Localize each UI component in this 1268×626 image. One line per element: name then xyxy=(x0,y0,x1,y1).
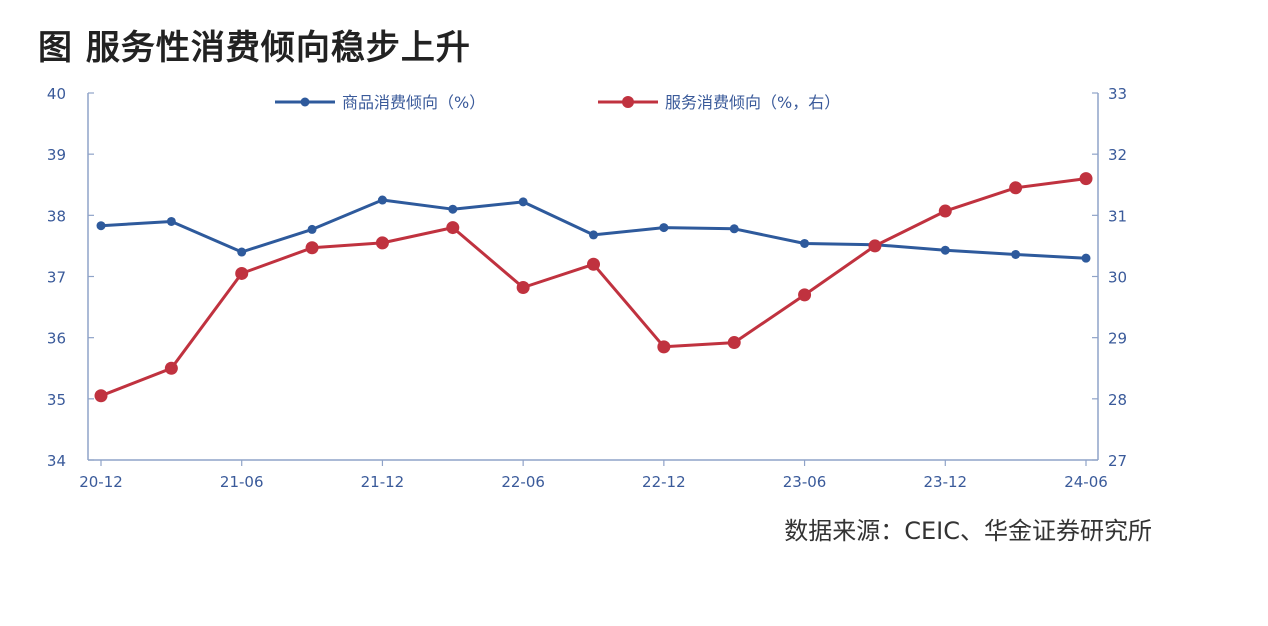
right-y-tick-label: 28 xyxy=(1108,391,1127,409)
data-point-services xyxy=(868,239,882,253)
right-y-tick-label: 27 xyxy=(1108,452,1127,470)
data-point-goods xyxy=(589,230,598,240)
series-line-goods xyxy=(100,198,1087,260)
data-point-goods xyxy=(729,224,739,234)
data-point-goods xyxy=(659,223,669,233)
left-y-tick-label: 36 xyxy=(47,330,66,348)
x-tick-label: 21-12 xyxy=(361,473,405,491)
legend-marker-services xyxy=(622,96,634,108)
data-point-goods xyxy=(166,216,176,226)
data-point-services xyxy=(164,361,178,375)
data-point-services xyxy=(587,257,600,271)
data-point-services xyxy=(235,266,249,280)
data-point-goods xyxy=(377,195,387,205)
data-point-services xyxy=(1079,172,1093,186)
legend-marker-goods xyxy=(300,97,310,107)
data-point-goods xyxy=(1081,253,1091,263)
data-point-services xyxy=(94,389,108,403)
data-point-goods xyxy=(1011,249,1021,259)
left-y-tick-label: 35 xyxy=(47,391,66,409)
data-point-services xyxy=(375,236,389,250)
data-point-services xyxy=(305,241,319,255)
left-y-tick-label: 37 xyxy=(47,269,66,287)
data-point-goods xyxy=(940,245,950,255)
x-tick-label: 23-06 xyxy=(783,473,827,491)
right-y-tick-label: 32 xyxy=(1108,146,1127,164)
data-point-goods xyxy=(96,221,106,231)
data-point-goods xyxy=(307,224,317,234)
right-y-tick-label: 31 xyxy=(1108,207,1127,225)
x-tick-label: 21-06 xyxy=(220,473,264,491)
x-tick-label: 20-12 xyxy=(79,473,123,491)
data-point-goods xyxy=(518,197,528,207)
data-point-services xyxy=(657,340,671,354)
data-point-services xyxy=(446,221,460,235)
series-line-services xyxy=(100,177,1087,398)
x-tick-label: 23-12 xyxy=(923,473,967,491)
left-y-tick-label: 38 xyxy=(47,207,66,225)
x-tick-label: 24-06 xyxy=(1064,473,1108,491)
data-point-goods xyxy=(237,247,247,257)
legend-label-services: 服务消费倾向（%，右） xyxy=(665,93,840,112)
data-point-services xyxy=(727,336,741,350)
data-point-services xyxy=(798,288,812,302)
legend-label-goods: 商品消费倾向（%） xyxy=(342,93,485,112)
left-y-tick-label: 39 xyxy=(47,146,66,164)
left-y-tick-label: 34 xyxy=(47,452,66,470)
data-point-goods xyxy=(448,204,458,214)
data-point-goods xyxy=(800,238,810,248)
x-tick-label: 22-06 xyxy=(501,473,545,491)
data-point-services xyxy=(938,204,952,218)
right-y-tick-label: 33 xyxy=(1108,85,1127,103)
right-y-tick-label: 30 xyxy=(1108,269,1127,287)
data-point-services xyxy=(1009,181,1023,195)
right-y-tick-label: 29 xyxy=(1108,330,1127,348)
data-point-services xyxy=(516,281,530,295)
chart-title: 图 服务性消费倾向稳步上升 xyxy=(38,28,471,68)
x-tick-label: 22-12 xyxy=(642,473,686,491)
data-source: 数据来源：CEIC、华金证券研究所 xyxy=(784,517,1152,545)
left-y-tick-label: 40 xyxy=(47,85,66,103)
